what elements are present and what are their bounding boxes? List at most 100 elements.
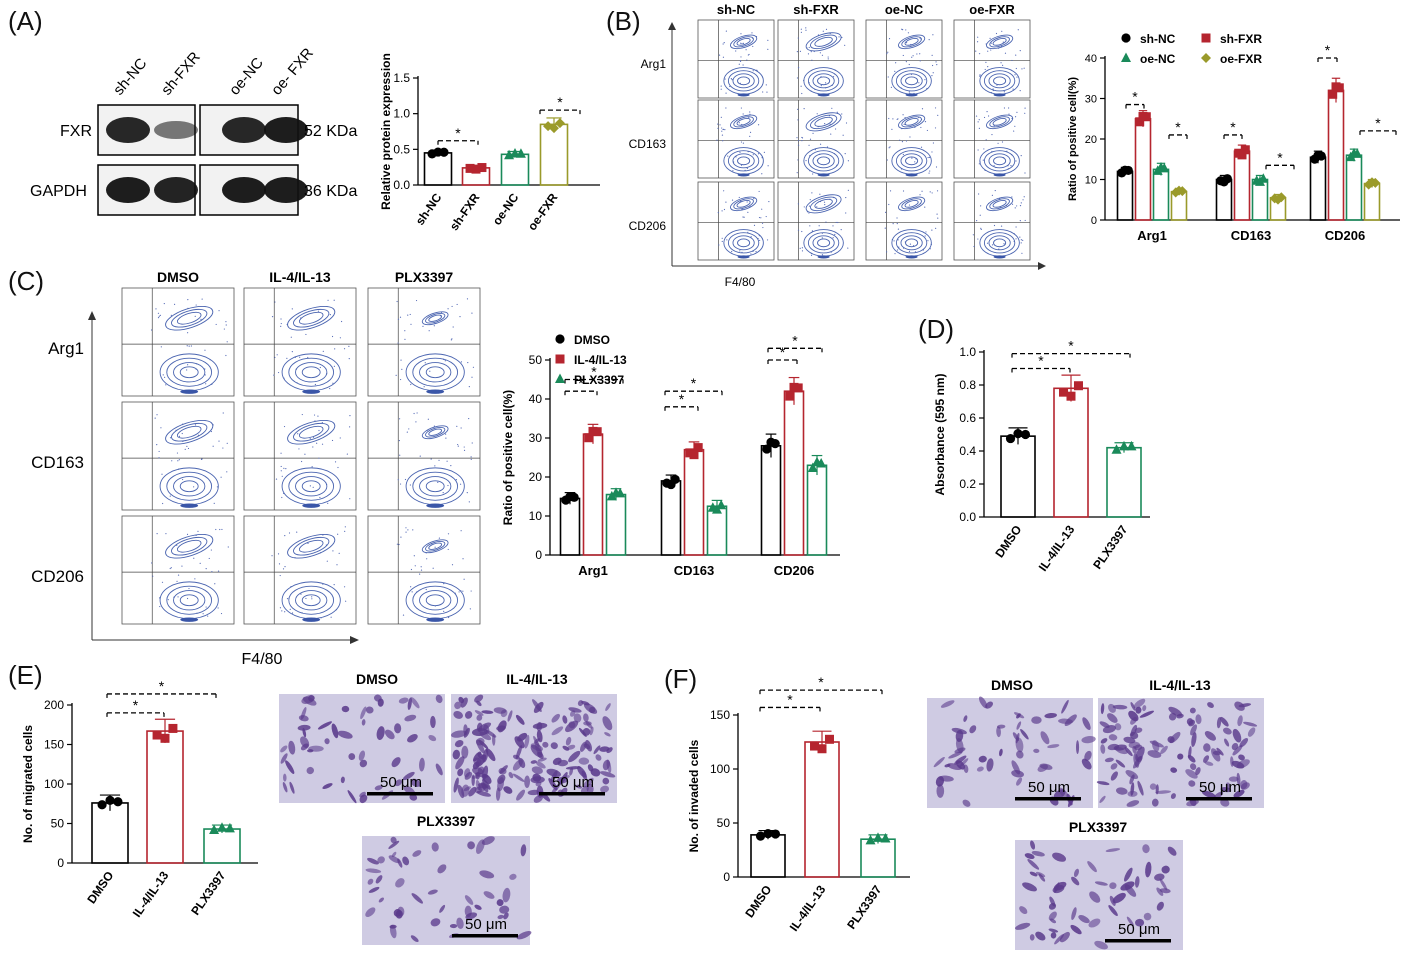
event-dot [752, 154, 754, 156]
contour-line [814, 36, 833, 47]
stained-cell [1014, 712, 1025, 719]
stained-cell [518, 757, 526, 769]
stained-cell [507, 710, 513, 722]
event-dot [221, 528, 223, 531]
event-dot [844, 153, 846, 155]
event-dot [816, 113, 818, 115]
event-dot [888, 203, 890, 206]
event-dot [916, 53, 918, 55]
event-dot [896, 222, 898, 225]
event-dot [767, 48, 769, 50]
flow-x-arrowhead [1038, 262, 1046, 270]
stained-cell [412, 850, 422, 857]
stained-cell [515, 714, 525, 725]
contour-line [810, 34, 838, 50]
stained-cell [1073, 868, 1079, 878]
stained-cell [1052, 852, 1067, 862]
event-dot [460, 427, 462, 429]
event-dot [725, 201, 727, 203]
event-dot [150, 329, 153, 331]
event-dot [797, 67, 800, 69]
event-dot [151, 562, 153, 564]
stained-cell [457, 768, 464, 777]
event-dot [170, 567, 172, 569]
event-dot [735, 50, 737, 52]
stained-cell [565, 736, 572, 746]
event-dot [283, 425, 286, 428]
stained-cell [1027, 858, 1040, 870]
stained-cell [456, 917, 464, 929]
event-dot [838, 36, 840, 38]
event-dot [397, 479, 399, 481]
event-dot [457, 443, 459, 446]
event-dot [927, 156, 929, 159]
contour-line [733, 36, 754, 48]
event-dot [427, 418, 429, 420]
stained-cell [483, 724, 490, 735]
event-dot [931, 229, 933, 231]
flow-plot [121, 401, 235, 511]
event-dot [471, 312, 473, 314]
scale-bar-label: 50 μm [465, 916, 507, 933]
event-dot [983, 148, 985, 150]
contour-line [419, 476, 452, 497]
contour-line [301, 480, 321, 493]
event-dot [924, 235, 926, 237]
event-dot [331, 335, 334, 338]
stained-cell [389, 924, 397, 939]
event-dot [977, 149, 979, 151]
event-dot [749, 111, 751, 113]
event-dot [420, 569, 423, 571]
stained-cell [599, 771, 616, 778]
stained-cell [428, 734, 437, 742]
stained-cell [394, 723, 402, 734]
event-dot [447, 308, 449, 310]
category-label: DMSO [992, 523, 1024, 561]
flow-x-label: F4/80 [725, 275, 756, 289]
event-dot [186, 597, 189, 600]
contour-line [419, 362, 452, 383]
stained-cell [452, 749, 461, 760]
event-dot [212, 445, 214, 447]
contour-line [732, 235, 755, 251]
event-dot [801, 140, 803, 142]
event-dot [407, 529, 409, 531]
stained-cell [1094, 940, 1108, 950]
event-dot [165, 384, 167, 386]
data-point [1328, 89, 1338, 99]
event-dot [907, 32, 910, 34]
y-tick-label: 100 [44, 777, 64, 791]
event-dot [404, 338, 406, 341]
stained-cell [492, 733, 496, 746]
stained-cell [1096, 781, 1110, 786]
event-dot [717, 123, 719, 125]
stained-cell [439, 904, 446, 913]
event-dot [823, 201, 826, 203]
event-dot [909, 136, 911, 138]
event-dot [901, 29, 904, 31]
event-dot [973, 245, 975, 248]
stained-cell [1099, 721, 1110, 728]
y-tick-label: 40 [529, 392, 543, 406]
event-dot [322, 350, 324, 352]
scale-bar-label: 50 μm [552, 774, 594, 791]
stained-cell [1191, 732, 1197, 747]
data-point [763, 828, 773, 839]
event-dot [725, 107, 727, 109]
data-point [693, 443, 703, 453]
stained-cell [410, 935, 419, 943]
event-dot [404, 478, 407, 481]
flow-plot [243, 287, 357, 397]
panel-letter-e: (E) [8, 660, 43, 690]
legend-marker [1201, 53, 1211, 63]
scale-bar [539, 792, 605, 796]
stained-cell [467, 841, 475, 850]
stained-cell [559, 772, 568, 785]
contour-line [730, 196, 758, 212]
significance-star: * [691, 375, 697, 391]
event-dot [757, 153, 760, 155]
stained-cell [963, 715, 968, 722]
event-dot [720, 85, 722, 87]
bar-chart-f: 0 50 100 150 No. of invaded cells DMSO IL-4/IL… [687, 674, 910, 934]
